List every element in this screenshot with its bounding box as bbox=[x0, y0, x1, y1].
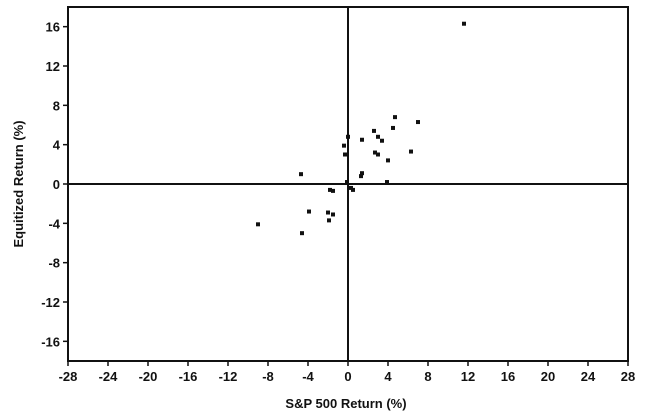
x-tick-label: -12 bbox=[219, 369, 238, 384]
data-point bbox=[386, 158, 390, 163]
data-point bbox=[409, 149, 413, 154]
data-point bbox=[359, 174, 363, 179]
data-point bbox=[345, 180, 349, 185]
data-point bbox=[346, 134, 350, 139]
data-point bbox=[372, 128, 376, 133]
data-point bbox=[342, 143, 346, 148]
y-tick-label: -16 bbox=[41, 334, 60, 349]
y-tick-label: 0 bbox=[53, 177, 60, 192]
data-point bbox=[360, 171, 364, 176]
data-point bbox=[373, 150, 377, 155]
y-tick-label: 8 bbox=[53, 98, 60, 113]
data-point bbox=[326, 210, 330, 215]
x-axis-title: S&P 500 Return (%) bbox=[285, 396, 406, 411]
x-tick-label: 16 bbox=[501, 369, 515, 384]
x-tick-label: 4 bbox=[384, 369, 392, 384]
x-tick-label: 24 bbox=[581, 369, 596, 384]
data-point bbox=[416, 120, 420, 125]
data-point bbox=[299, 172, 303, 177]
x-tick-label: -24 bbox=[99, 369, 119, 384]
x-tick-label: 8 bbox=[424, 369, 431, 384]
data-point bbox=[328, 187, 332, 192]
y-tick-label: -12 bbox=[41, 295, 60, 310]
ticks-group: -28 -24 -20 -16 -12 -8 -4 0 4 8 12 16 20 24 28 -16 -12 -8… bbox=[41, 20, 635, 384]
x-tick-label: 20 bbox=[541, 369, 555, 384]
x-tick-label: 12 bbox=[461, 369, 475, 384]
data-point bbox=[360, 137, 364, 142]
data-point bbox=[307, 209, 311, 214]
data-point bbox=[385, 180, 389, 185]
data-point bbox=[256, 222, 260, 227]
y-tick-label: 4 bbox=[53, 138, 61, 153]
x-tick-label: -16 bbox=[179, 369, 198, 384]
data-point bbox=[343, 152, 347, 157]
data-points-group bbox=[256, 21, 466, 236]
data-point bbox=[351, 187, 355, 192]
data-point bbox=[331, 188, 335, 193]
x-tick-label: 0 bbox=[344, 369, 351, 384]
data-point bbox=[331, 212, 335, 217]
data-point bbox=[462, 21, 466, 26]
data-point bbox=[376, 134, 380, 139]
data-point bbox=[300, 231, 304, 236]
data-point bbox=[327, 218, 331, 223]
x-tick-label: -8 bbox=[262, 369, 274, 384]
x-tick-label: -28 bbox=[59, 369, 78, 384]
y-tick-label: 16 bbox=[46, 20, 60, 35]
y-tick-label: 12 bbox=[46, 59, 60, 74]
y-axis-title: Equitized Return (%) bbox=[11, 120, 26, 247]
data-point bbox=[376, 152, 380, 157]
y-tick-label: -8 bbox=[48, 256, 60, 271]
data-point bbox=[393, 115, 397, 120]
x-tick-label: -4 bbox=[302, 369, 314, 384]
data-point bbox=[391, 125, 395, 130]
y-tick-label: -4 bbox=[48, 216, 60, 231]
x-tick-label: -20 bbox=[139, 369, 158, 384]
x-tick-label: 28 bbox=[621, 369, 635, 384]
data-point bbox=[380, 138, 384, 143]
